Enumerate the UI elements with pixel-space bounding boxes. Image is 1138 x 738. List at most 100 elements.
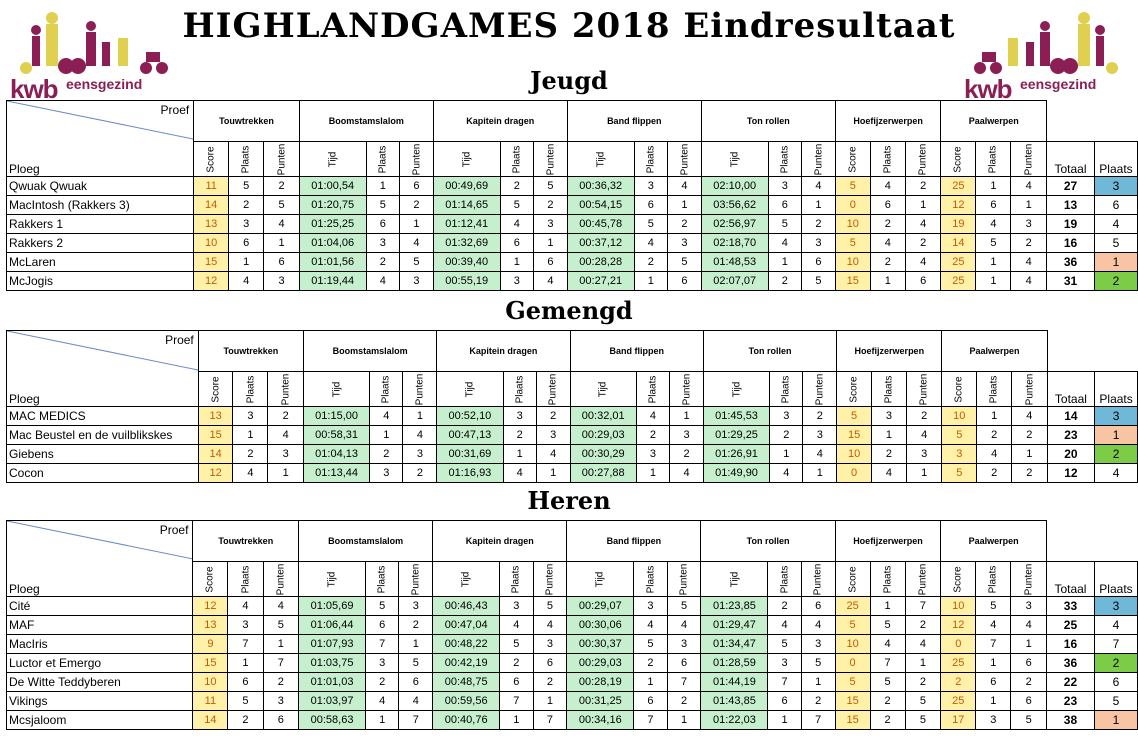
result-cell: 2 (365, 672, 400, 692)
result-cell: 3 (535, 425, 571, 445)
event-header: Touwtrekken (193, 100, 300, 142)
subheader-label: Tijd (729, 151, 741, 168)
result-cell: 6 (365, 214, 400, 234)
result-cell: 14 (940, 233, 977, 253)
result-cell: 1 (232, 425, 269, 445)
result-cell: 5 (227, 691, 264, 711)
table-row: Giebens 14 2 3 01:04,13 2 3 00:31,69 1 4 00:30,29 3… (6, 444, 1138, 464)
result-cell: 00:27,21 (566, 271, 635, 291)
result-cell: 10 (834, 214, 871, 234)
tijd-header: Tijd (298, 561, 367, 597)
result-cell: 01:29,25 (702, 425, 771, 445)
results-table: Proef Touwtrekken Boomstamslalom Kapitein d… (5, 520, 1138, 730)
subheader-label: Score (205, 146, 217, 173)
subheader-label: Score (210, 376, 222, 403)
result-cell: 5 (532, 596, 568, 616)
result-cell: 1 (767, 710, 802, 730)
score-header: Score (941, 371, 978, 407)
total-cell: 16 (1046, 233, 1095, 253)
subheader-label: Tijd (595, 151, 607, 168)
result-cell: 00:49,69 (432, 176, 501, 196)
team-name: Cocon (6, 463, 199, 483)
subheader-label: Plaats (779, 565, 791, 594)
subheader-label: Punten (812, 143, 824, 176)
result-cell: 1 (666, 195, 702, 215)
table-row: Cité 12 4 4 01:05,69 5 3 00:46,43 3 5 00:29,07 3 5 01… (5, 596, 1138, 616)
team-name: Giebens (6, 444, 199, 464)
subheader-label: Plaats (882, 565, 894, 594)
result-cell: 3 (398, 596, 434, 616)
tijd-header: Tijd (432, 141, 501, 177)
result-cell: 01:12,41 (432, 214, 501, 234)
result-cell: 01:06,44 (298, 615, 367, 635)
punten-header: Punten (262, 561, 300, 597)
result-cell: 4 (499, 615, 534, 635)
subheader-label: Tijd (731, 381, 743, 398)
result-cell: 01:15,00 (302, 406, 371, 426)
punten-header: Punten (666, 141, 702, 177)
total-cell: 23 (1046, 425, 1096, 445)
result-cell: 4 (633, 233, 668, 253)
subheader-label: Tijd (327, 151, 339, 168)
subheader-label: Score (847, 146, 859, 173)
result-cell: 01:13,44 (302, 463, 371, 483)
proef-label: Proef (160, 103, 190, 117)
subheader-label: Plaats (882, 145, 894, 174)
result-cell: 1 (535, 463, 571, 483)
result-cell: 5 (834, 615, 871, 635)
result-cell: 4 (904, 634, 942, 654)
table-row: Vikings 11 5 3 01:03,97 4 4 00:59,56 7 1 00:31,25 6… (5, 691, 1138, 711)
result-cell: 2 (262, 672, 300, 692)
event-header: Band flippen (566, 100, 702, 142)
result-cell: 4 (869, 233, 906, 253)
result-cell: 3 (369, 463, 404, 483)
result-cell: 2 (869, 214, 906, 234)
result-cell: 15 (192, 653, 229, 673)
subheader-label: Punten (678, 563, 690, 596)
total-cell: 22 (1045, 672, 1095, 692)
result-cell: 3 (769, 406, 804, 426)
family-silhouette-icon (974, 12, 1118, 74)
plaats-header: Plaats (228, 141, 265, 177)
result-cell: 3 (232, 406, 269, 426)
result-cell: 4 (635, 406, 671, 426)
plaats-header: Plaats (869, 141, 906, 177)
punten-header: Punten (905, 371, 943, 407)
result-cell: 2 (499, 653, 534, 673)
result-cell: 1 (976, 406, 1013, 426)
kwb-logo-text: kwb (964, 74, 1013, 104)
header-row-sub: Ploeg Score Plaats Punten Tijd Plaats Punten Ti… (5, 141, 1138, 177)
result-cell: 01:14,65 (432, 195, 501, 215)
subheader-label: Plaats (239, 565, 251, 594)
subheader-label: Plaats (987, 565, 999, 594)
tijd-header: Tijd (298, 141, 367, 177)
table-row: McJogis 12 4 3 01:19,44 4 3 00:55,19 3 4 00:27,21 1… (5, 271, 1138, 291)
punten-header: Punten (402, 371, 438, 407)
punten-header: Punten (532, 141, 568, 177)
result-cell: 2 (227, 710, 264, 730)
result-cell: 1 (802, 463, 838, 483)
result-cell: 10 (836, 444, 872, 464)
result-cell: 5 (904, 691, 942, 711)
tijd-header: Tijd (566, 561, 635, 597)
result-cell: 3 (365, 653, 400, 673)
result-cell: 5 (767, 214, 802, 234)
team-name: De Witte Teddyberen (5, 672, 194, 692)
result-cell: 00:36,32 (566, 176, 635, 196)
result-cell: 6 (904, 271, 942, 291)
team-name: Rakkers 2 (5, 233, 195, 253)
result-cell: 01:29,47 (700, 615, 769, 635)
result-cell: 5 (666, 596, 702, 616)
result-cell: 4 (975, 214, 1012, 234)
result-cell: 01:04,06 (298, 233, 367, 253)
empty-header (1046, 100, 1138, 142)
result-cell: 01:48,53 (700, 252, 769, 272)
result-cell: 4 (535, 444, 571, 464)
result-cell: 01:32,69 (432, 233, 501, 253)
punten-header: Punten (800, 141, 836, 177)
result-cell: 01:22,03 (700, 710, 769, 730)
eensgezind-logo-text: eensgezind (1020, 76, 1097, 92)
result-cell: 3 (666, 634, 702, 654)
result-cell: 2 (267, 406, 304, 426)
result-cell: 6 (263, 252, 300, 272)
